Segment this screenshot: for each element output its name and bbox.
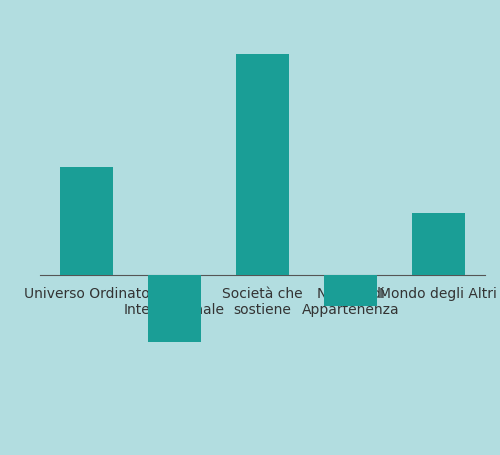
- Bar: [412, 213, 465, 275]
- Bar: [148, 275, 201, 342]
- Bar: [324, 275, 377, 305]
- Bar: [60, 167, 113, 275]
- Bar: [236, 54, 289, 275]
